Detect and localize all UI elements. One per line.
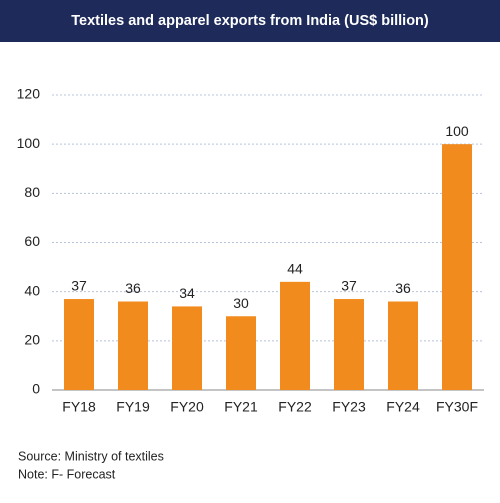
bar bbox=[118, 301, 148, 390]
bar bbox=[388, 301, 418, 390]
x-tick-label: FY19 bbox=[116, 399, 150, 415]
chart-title: Textiles and apparel exports from India … bbox=[71, 13, 429, 29]
x-tick-label: FY23 bbox=[332, 399, 366, 415]
y-tick-label: 80 bbox=[24, 184, 40, 200]
x-tick-label: FY20 bbox=[170, 399, 204, 415]
bar bbox=[334, 299, 364, 390]
y-tick-label: 20 bbox=[24, 332, 40, 348]
bar bbox=[64, 299, 94, 390]
x-tick-label: FY24 bbox=[386, 399, 420, 415]
source-note: Source: Ministry of textiles bbox=[18, 449, 164, 463]
y-tick-label: 60 bbox=[24, 233, 40, 249]
bar bbox=[226, 316, 256, 390]
bar bbox=[172, 306, 202, 390]
bar bbox=[442, 144, 472, 390]
y-tick-label: 100 bbox=[17, 135, 41, 151]
value-label: 37 bbox=[341, 278, 357, 294]
bar bbox=[280, 281, 310, 390]
x-tick-label: FY21 bbox=[224, 399, 258, 415]
y-tick-label: 40 bbox=[24, 282, 40, 298]
value-label: 36 bbox=[395, 280, 411, 296]
value-label: 37 bbox=[71, 278, 87, 294]
value-label: 44 bbox=[287, 261, 303, 277]
value-label: 36 bbox=[125, 280, 141, 296]
x-tick-label: FY30F bbox=[436, 399, 478, 415]
y-tick-label: 120 bbox=[17, 86, 41, 102]
forecast-note: Note: F- Forecast bbox=[18, 467, 116, 481]
title-bar bbox=[0, 0, 500, 42]
x-tick-label: FY18 bbox=[62, 399, 96, 415]
value-label: 30 bbox=[233, 295, 249, 311]
x-tick-label: FY22 bbox=[278, 399, 312, 415]
y-tick-label: 0 bbox=[32, 381, 40, 397]
value-label: 100 bbox=[445, 123, 469, 139]
value-label: 34 bbox=[179, 285, 195, 301]
